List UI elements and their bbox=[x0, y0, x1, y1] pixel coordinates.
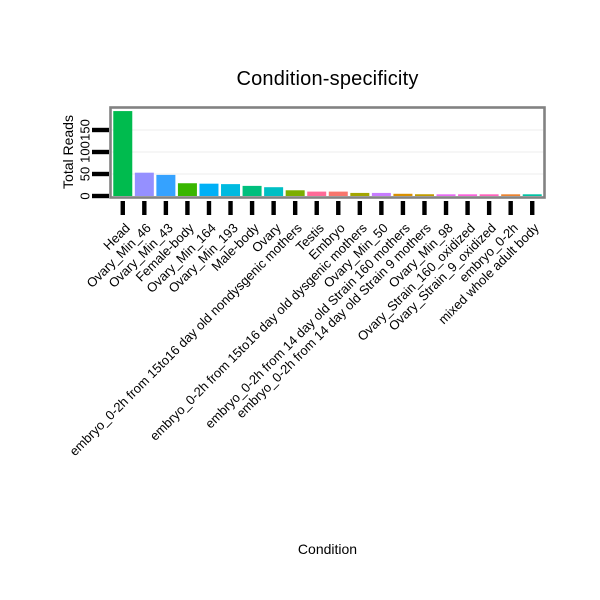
x-tick-mark bbox=[120, 201, 125, 215]
bar-13 bbox=[371, 192, 391, 196]
bar-9 bbox=[285, 190, 305, 196]
bar-19 bbox=[501, 194, 521, 196]
x-tick-mark bbox=[400, 201, 406, 215]
bar-12 bbox=[350, 192, 370, 196]
bar-16 bbox=[436, 194, 456, 196]
x-tick-mark bbox=[422, 201, 427, 215]
bar-11 bbox=[328, 191, 348, 196]
bar-17 bbox=[458, 194, 478, 196]
bar-1 bbox=[113, 111, 133, 196]
x-tick-mark bbox=[292, 201, 298, 215]
x-tick-mark bbox=[142, 201, 147, 215]
x-tick-mark bbox=[228, 201, 233, 215]
bar-20 bbox=[522, 194, 542, 196]
bar-2 bbox=[134, 172, 154, 196]
x-tick-mark bbox=[443, 201, 449, 215]
chart-title: Condition-specificity bbox=[236, 68, 419, 90]
bar-10 bbox=[307, 191, 327, 196]
bar-5 bbox=[199, 183, 219, 196]
bar-15 bbox=[414, 194, 434, 196]
y-tick-label-150: 150 bbox=[77, 119, 93, 141]
x-tick-mark bbox=[163, 201, 169, 215]
bar-8 bbox=[264, 187, 284, 196]
x-tick-mark bbox=[465, 201, 470, 215]
y-tick-label-0: 0 bbox=[77, 192, 93, 200]
y-tick-label-50: 50 bbox=[77, 166, 93, 182]
y-tick-mark bbox=[92, 193, 109, 199]
bar-18 bbox=[479, 194, 499, 196]
x-tick-mark bbox=[486, 201, 492, 215]
x-tick-mark bbox=[314, 201, 319, 215]
bar-6 bbox=[221, 184, 241, 196]
y-tick-label-100: 100 bbox=[77, 141, 93, 163]
x-axis-title: Condition bbox=[297, 541, 358, 557]
x-tick-mark bbox=[206, 201, 212, 215]
plot-border bbox=[109, 106, 546, 199]
y-axis-title: Total Reads bbox=[60, 115, 76, 189]
y-tick-mark bbox=[92, 149, 109, 155]
x-tick-mark bbox=[508, 201, 513, 215]
bar-14 bbox=[393, 193, 413, 196]
x-tick-mark bbox=[336, 201, 341, 215]
x-tick-mark bbox=[271, 201, 276, 215]
x-tick-mark bbox=[530, 201, 535, 215]
bar-3 bbox=[156, 174, 176, 196]
x-tick-mark bbox=[185, 201, 190, 215]
y-tick-mark bbox=[92, 127, 109, 133]
bar-4 bbox=[177, 183, 197, 196]
x-tick-mark bbox=[357, 201, 363, 215]
y-tick-mark bbox=[92, 171, 109, 177]
bar-7 bbox=[242, 185, 262, 196]
x-tick-mark bbox=[379, 201, 384, 215]
x-tick-mark bbox=[249, 201, 255, 215]
